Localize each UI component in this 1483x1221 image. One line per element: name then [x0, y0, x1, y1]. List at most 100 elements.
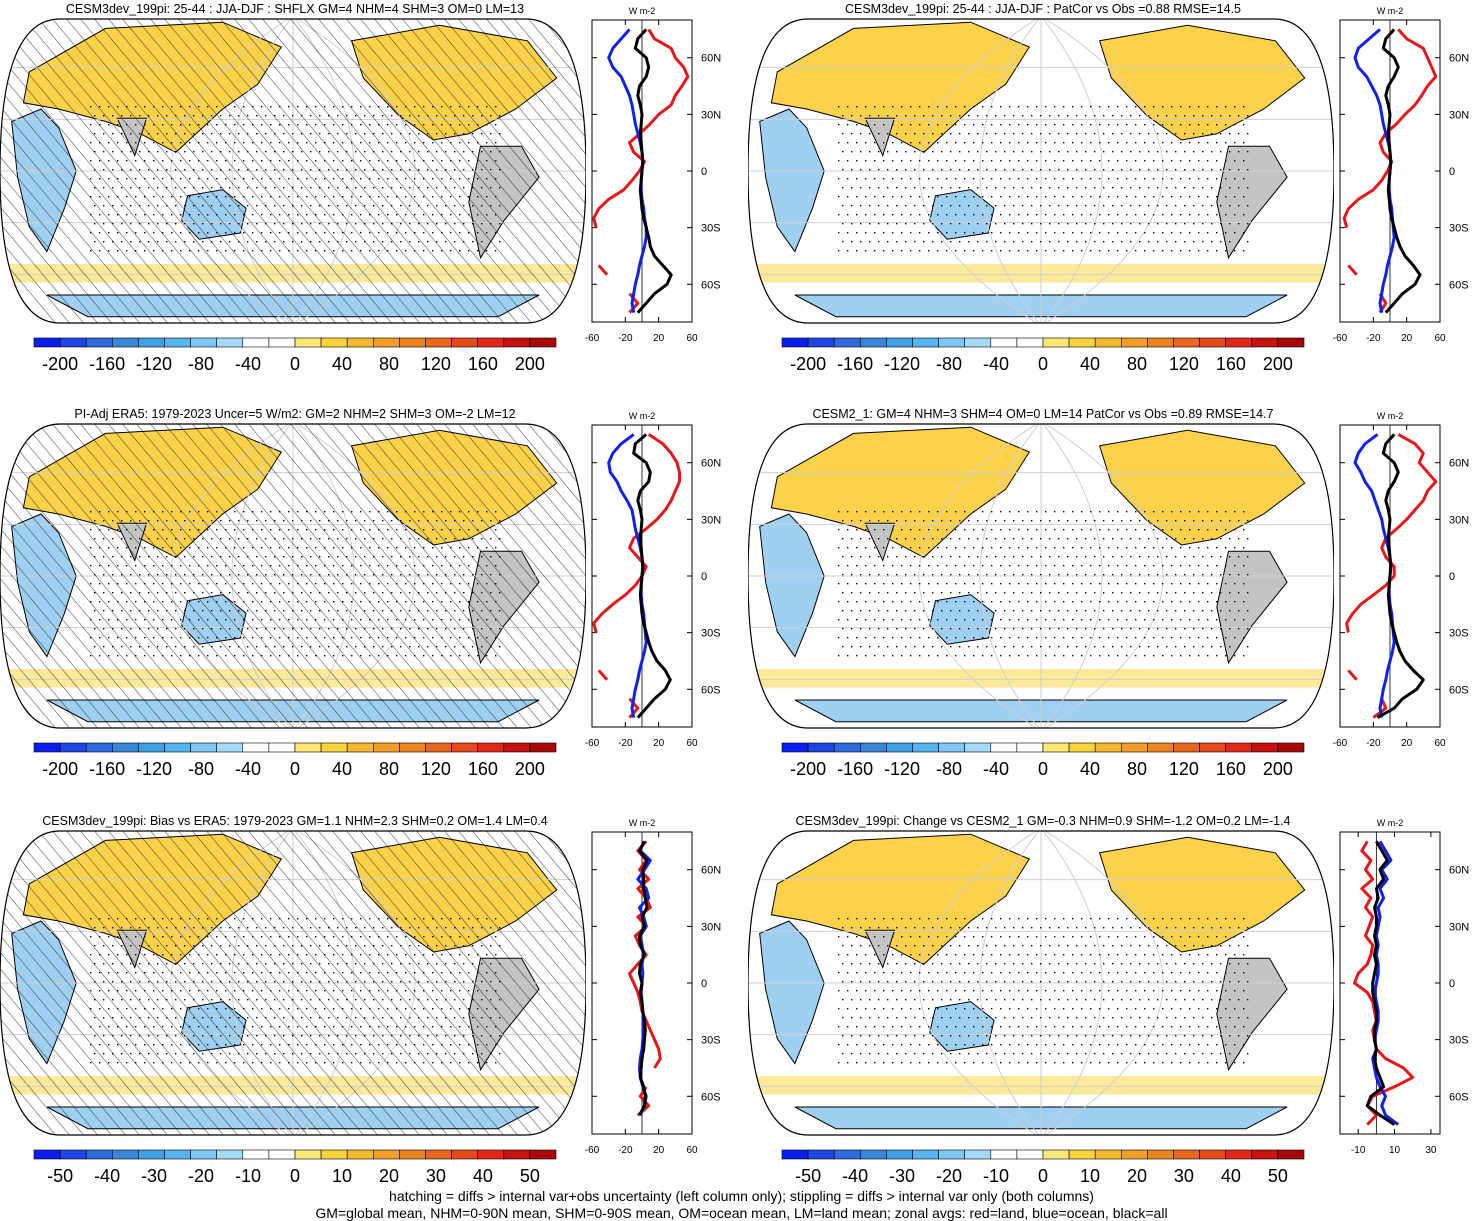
colorbar-tick-label: -40: [94, 1166, 120, 1186]
x-tick-label: 10: [1389, 1145, 1401, 1156]
eurasia-landmass: [770, 426, 1031, 559]
south-america-landmass: [1216, 145, 1288, 260]
colorbar-swatch: [190, 337, 218, 348]
colorbar-tick-label: 20: [379, 1166, 399, 1186]
colorbar-tick-label: 0: [1038, 759, 1048, 779]
longitude-gridline: [170, 424, 294, 728]
colorbar-tick-label: 40: [1221, 1166, 1241, 1186]
x-tick-label: 20: [1401, 333, 1413, 344]
longitude-gridline: [979, 424, 1042, 728]
colorbar-swatch: [138, 1149, 165, 1160]
zonal-profile: -60 -20 20 60 60N 30N 0 30S 60S W m-2: [585, 818, 721, 1156]
longitude-gridline: [1040, 19, 1164, 323]
units-label: W m-2: [1377, 818, 1404, 828]
colorbar-swatch: [529, 337, 557, 348]
x-tick-label: 60: [686, 1145, 698, 1156]
colorbar-swatch: [425, 1149, 452, 1160]
colorbar: -200 -160 -120 -80 -40 0 40 80 120 160 200: [781, 742, 1305, 779]
colorbar-swatch: [1147, 1149, 1174, 1160]
y-tick-label: 30S: [1449, 223, 1469, 235]
y-tick-label: 30S: [701, 223, 721, 235]
colorbar-swatch: [1094, 337, 1122, 348]
colorbar: -200 -160 -120 -80 -40 0 40 80 120 160 200: [33, 337, 557, 374]
longitude-gridline: [979, 831, 1042, 1135]
colorbar-tick-label: 10: [1080, 1166, 1100, 1186]
colorbar-swatch: [1251, 742, 1279, 753]
longitude-gridline: [1040, 831, 1164, 1135]
india-landmass: [116, 522, 148, 562]
colorbar-tick-label: 160: [1216, 759, 1246, 779]
colorbar-tick-label: -120: [884, 354, 920, 374]
colorbar-tick-label: 30: [426, 1166, 446, 1186]
zonal-profile: -60 -20 20 60 60N 30N 0 30S 60S W m-2: [1333, 6, 1469, 344]
colorbar-swatch: [346, 1149, 374, 1160]
colorbar-tick-label: 160: [1216, 354, 1246, 374]
colorbar-swatch: [781, 1149, 809, 1160]
south-america-landmass: [1216, 957, 1288, 1072]
colorbar-tick-label: 80: [379, 354, 399, 374]
y-tick-label: 30S: [701, 1035, 721, 1047]
colorbar-tick-label: -30: [141, 1166, 167, 1186]
colorbar-tick-label: -40: [235, 354, 261, 374]
colorbar-swatch: [1173, 742, 1200, 753]
colorbar-tick-label: -120: [136, 354, 172, 374]
x-tick-label: 20: [653, 333, 665, 344]
colorbar-swatch: [1120, 742, 1148, 753]
colorbar-swatch: [1120, 1149, 1148, 1160]
colorbar-swatch: [451, 742, 479, 753]
colorbar-swatch: [268, 1149, 296, 1160]
x-tick-label: -20: [618, 738, 633, 749]
africa-landmass: [759, 920, 825, 1065]
colorbar-swatch: [1277, 337, 1305, 348]
colorbar-swatch: [938, 742, 966, 753]
colorbar-swatch: [964, 742, 992, 753]
colorbar-swatch: [807, 337, 835, 348]
land-zonal-mean-line: [1353, 840, 1415, 1126]
colorbar-tick-label: 0: [290, 354, 300, 374]
colorbar-tick-label: -20: [936, 1166, 962, 1186]
longitude-gridline: [1040, 831, 1103, 1135]
y-tick-label: 60N: [1449, 865, 1469, 877]
longitude-gridline: [918, 19, 1042, 323]
colorbar-swatch: [320, 1149, 348, 1160]
colorbar-swatch: [1042, 337, 1070, 348]
hatching: [0, 831, 586, 1135]
colorbar-tick-label: 0: [290, 1166, 300, 1186]
y-tick-label: 60N: [701, 53, 721, 65]
x-tick-label: 20: [653, 1145, 665, 1156]
south-america-landmass: [468, 145, 540, 260]
x-tick-label: -20: [618, 1145, 633, 1156]
longitude-gridline: [231, 424, 294, 728]
longitude-gridline: [292, 19, 416, 323]
map: [0, 18, 586, 324]
colorbar-swatch: [242, 1149, 270, 1160]
y-tick-label: 60S: [701, 684, 721, 696]
colorbar-swatch: [860, 337, 887, 348]
colorbar-swatch: [860, 1149, 887, 1160]
colorbar-swatch: [33, 337, 61, 348]
colorbar-swatch: [477, 337, 505, 348]
y-tick-label: 60N: [1449, 53, 1469, 65]
africa-landmass: [759, 108, 825, 253]
y-tick-label: 30S: [1449, 1035, 1469, 1047]
units-label: W m-2: [629, 818, 656, 828]
colorbar-swatch: [164, 337, 191, 348]
colorbar-swatch: [1199, 742, 1227, 753]
colorbar-swatch: [372, 742, 400, 753]
north-america-landmass: [1098, 24, 1306, 141]
panel-title: CESM3dev_199pi: Bias vs ERA5: 1979-2023 …: [42, 814, 548, 828]
units-label: W m-2: [629, 6, 656, 16]
colorbar-tick-label: -160: [89, 759, 125, 779]
y-tick-label: 30S: [701, 628, 721, 640]
colorbar-swatch: [807, 742, 835, 753]
colorbar-swatch: [346, 742, 374, 753]
longitude-gridline: [1040, 424, 1103, 728]
colorbar-swatch: [85, 337, 113, 348]
colorbar-swatch: [529, 742, 557, 753]
x-tick-label: 60: [1434, 333, 1446, 344]
all-zonal-mean-line: [633, 28, 673, 314]
panel-2: CESM3dev_199pi: 25-44 : JJA-DJF : PatCor…: [748, 0, 1483, 400]
colorbar-swatch: [1173, 337, 1200, 348]
colorbar-swatch: [964, 1149, 992, 1160]
colorbar-tick-label: -120: [884, 759, 920, 779]
